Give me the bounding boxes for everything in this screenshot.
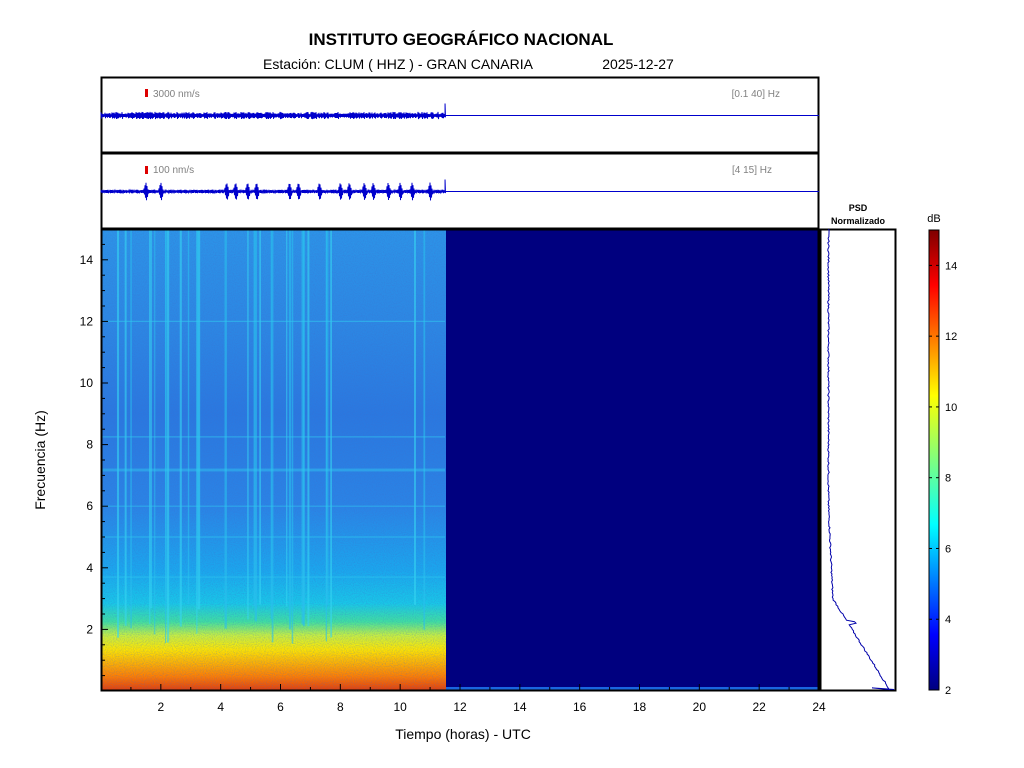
figure-title: INSTITUTO GEOGRÁFICO NACIONAL <box>309 30 614 49</box>
y-tick-label: 10 <box>80 376 94 390</box>
x-tick-label: 20 <box>693 700 707 714</box>
psd-panel: PSD Normalizado <box>819 203 897 692</box>
x-tick-label: 18 <box>633 700 647 714</box>
psd-subtitle: Normalizado <box>831 216 886 226</box>
y-tick-label: 6 <box>86 499 93 513</box>
x-tick-label: 2 <box>157 700 164 714</box>
station-label: Estación: CLUM ( HHZ ) - GRAN CANARIA <box>263 56 534 72</box>
y-tick-label: 12 <box>80 314 94 328</box>
psd-frame <box>819 228 897 692</box>
colorbar-ticks: 2 4 6 8 10 12 14 <box>929 260 957 697</box>
y-axis-ticks: 2 4 6 8 10 12 14 <box>80 243 108 677</box>
y-axis-label: Frecuencia (Hz) <box>32 410 48 510</box>
colorbar-tick-label: 10 <box>945 402 957 414</box>
colorbar-unit: dB <box>927 213 940 225</box>
psd-line <box>827 228 895 691</box>
x-tick-label: 22 <box>752 700 766 714</box>
colorbar-tick-label: 12 <box>945 331 957 343</box>
y-tick-label: 8 <box>86 438 93 452</box>
spectrogram-grain <box>101 229 446 691</box>
colorbar: dB 2 4 6 8 10 12 14 <box>927 213 957 697</box>
x-axis-ticks: 2 4 6 8 10 12 14 16 18 20 22 24 <box>130 684 826 714</box>
date-label: 2025-12-27 <box>602 56 674 72</box>
colorbar-tick-label: 2 <box>945 685 951 697</box>
colorbar-tick-label: 4 <box>945 614 951 626</box>
spectrogram-event-lines <box>101 229 446 644</box>
colorbar-tick-label: 14 <box>945 260 957 272</box>
psd-title: PSD <box>849 203 868 213</box>
amplitude-label-2: 100 nm/s <box>153 165 194 176</box>
colorbar-gradient <box>928 229 940 691</box>
band-label-1: [0.1 40] Hz <box>732 89 780 100</box>
amplitude-scale-mark <box>145 166 148 174</box>
spectrogram-empty-region <box>446 229 819 691</box>
x-tick-label: 10 <box>393 700 407 714</box>
x-tick-label: 6 <box>277 700 284 714</box>
trace-panel-filtered: 100 nm/s [4 15] Hz <box>100 152 820 230</box>
x-tick-label: 12 <box>453 700 467 714</box>
x-axis-label: Tiempo (horas) - UTC <box>395 726 531 742</box>
x-tick-label: 16 <box>573 700 587 714</box>
y-tick-label: 14 <box>80 253 94 267</box>
trace-line-1 <box>100 103 819 120</box>
amplitude-scale-mark <box>145 89 148 97</box>
x-tick-label: 8 <box>337 700 344 714</box>
x-tick-label: 14 <box>513 700 527 714</box>
band-label-2: [4 15] Hz <box>732 165 772 176</box>
amplitude-label-1: 3000 nm/s <box>153 89 200 100</box>
colorbar-tick-label: 8 <box>945 473 951 485</box>
trace-panel-broadband: 3000 nm/s [0.1 40] Hz <box>100 76 820 154</box>
x-tick-label: 4 <box>217 700 224 714</box>
trace-line-2 <box>100 179 819 201</box>
y-tick-label: 4 <box>86 561 93 575</box>
y-tick-label: 2 <box>86 622 93 636</box>
spectrogram-empty-bottom-line <box>446 687 819 690</box>
x-tick-label: 24 <box>812 700 826 714</box>
colorbar-tick-label: 6 <box>945 543 951 555</box>
